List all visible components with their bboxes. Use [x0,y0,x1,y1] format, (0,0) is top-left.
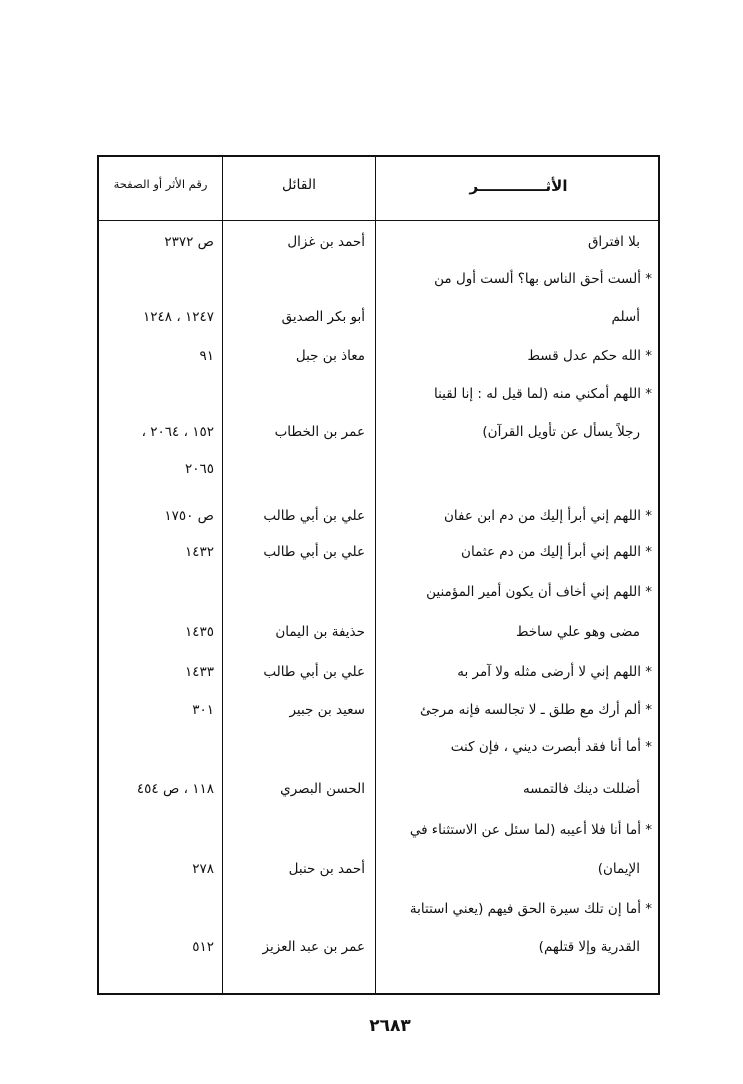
column-divider [222,157,223,993]
athar-text: * الله حكم عدل قسط [527,348,652,364]
reference-number: ٣٠١ [192,702,214,718]
athar-text: القدرية وإلا قتلهم) [538,939,640,955]
header-divider [99,220,658,221]
athar-text: مضى وهو علي ساخط [515,624,640,640]
athar-text: * اللهم إني أبرأ إليك من دم ابن عفان [444,508,652,524]
reference-number: ٢٠٦٥ [184,461,214,477]
athar-text: * اللهم أمكني منه (لما قيل له : إنا لقين… [434,386,652,402]
athar-text: * اللهم إني أخاف أن يكون أمير المؤمنين [426,584,652,600]
speaker-name: أبو بكر الصديق [281,309,365,325]
speaker-name: أحمد بن غزال [287,234,365,250]
speaker-name: أحمد بن حنبل [288,861,365,877]
speaker-name: علي بن أبي طالب [263,508,365,524]
reference-number: ٢٧٨ [192,861,214,877]
header-speaker: القائل [281,177,316,193]
athar-text: * أما إن تلك سيرة الحق فيهم (يعني استتاب… [409,901,652,917]
column-divider [375,157,376,993]
speaker-name: الحسن البصري [280,781,365,797]
athar-text: * أما أنا فلا أعيبه (لما سئل عن الاستثنا… [409,822,652,838]
speaker-name: علي بن أبي طالب [263,664,365,680]
page-number: ٢٦٨٣ [369,1016,411,1036]
athar-text: * ألست أحق الناس بها؟ ألست أول من [434,271,652,287]
speaker-name: عمر بن الخطاب [274,424,365,440]
athar-text: * اللهم إني أبرأ إليك من دم عثمان [461,544,652,560]
reference-number: ١٤٣٣ [184,664,214,680]
athar-text: * اللهم إني لا أرضى مثله ولا آمر به [457,664,652,680]
reference-number: ١٥٢ ، ٢٠٦٤ ، [141,424,214,440]
athar-text: رجلاً يسأل عن تأويل القرآن) [482,424,640,440]
header-athar: الأثـــــــــــــر [469,177,568,195]
athar-text: أسلم [611,309,640,325]
athar-text: أضللت دينك فالتمسه [522,781,640,797]
reference-number: ١٤٣٥ [184,624,214,640]
header-ref: رقم الأثر أو الصفحة [113,177,208,191]
reference-number: ١١٨ ، ص ٤٥٤ [136,781,214,797]
athar-text: * أما أنا فقد أبصرت ديني ، فإن كنت [450,739,652,755]
reference-number: ١٤٣٢ [184,544,214,560]
athar-text: * ألم أرك مع طلق ـ لا تجالسه فإنه مرجئ [420,702,652,718]
speaker-name: حذيفة بن اليمان [275,624,365,640]
speaker-name: معاذ بن جبل [295,348,365,364]
reference-number: ١٢٤٧ ، ١٢٤٨ [143,309,214,325]
speaker-name: سعيد بن جبير [289,702,365,718]
athar-text: بلا افتراق [587,234,640,250]
reference-number: ٥١٢ [192,939,214,955]
athar-text: الإيمان) [597,861,640,877]
speaker-name: عمر بن عبد العزيز [262,939,365,955]
reference-number: ص ٢٣٧٢ [164,234,214,250]
reference-number: ٩١ [199,348,214,364]
reference-number: ص ١٧٥٠ [164,508,214,524]
speaker-name: علي بن أبي طالب [263,544,365,560]
athar-index-table: الأثـــــــــــــر القائل رقم الأثر أو ا… [97,155,660,995]
